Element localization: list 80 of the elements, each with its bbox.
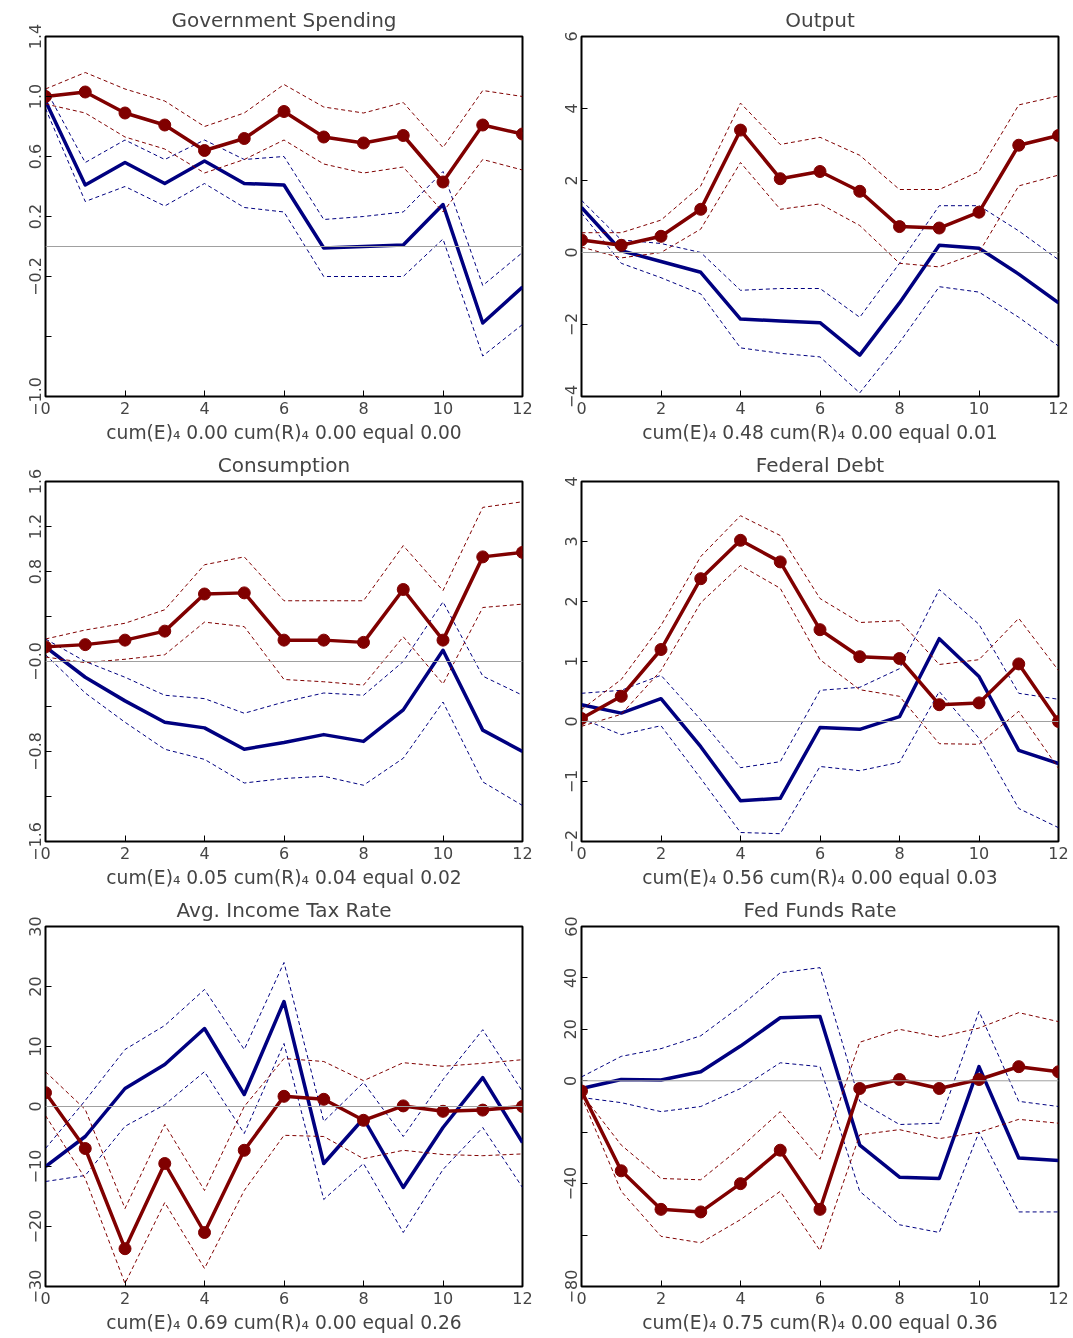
x-tick-label: 8 bbox=[894, 1288, 905, 1308]
y-tick-label: 20 bbox=[25, 976, 45, 997]
y-tick-label: 0 bbox=[561, 716, 581, 727]
y-tick-label: 1 bbox=[561, 656, 581, 667]
x-tick-label: 12 bbox=[512, 1288, 533, 1308]
chart-title: Consumption bbox=[217, 452, 351, 477]
x-tick-label: 8 bbox=[358, 398, 369, 418]
y-tick-label: 4 bbox=[561, 103, 581, 114]
x-tick-label: 4 bbox=[735, 398, 746, 418]
x-tick-label: 10 bbox=[968, 398, 990, 418]
y-tick-label: 10 bbox=[25, 1036, 45, 1057]
y-tick-label: 1.2 bbox=[25, 513, 45, 540]
y-tick-label: −0.8 bbox=[25, 732, 45, 771]
x-tick-label: 12 bbox=[1048, 843, 1069, 863]
x-tick-label: 10 bbox=[968, 1288, 990, 1308]
x-tick-label: 8 bbox=[894, 398, 905, 418]
x-tick-label: 6 bbox=[814, 1288, 826, 1308]
x-tick-label: 8 bbox=[894, 843, 905, 863]
y-tick-label: 20 bbox=[561, 1019, 581, 1040]
y-tick-label: 40 bbox=[561, 967, 581, 989]
x-tick-label: 4 bbox=[199, 1288, 210, 1308]
x-axis-title: cum(E)₄ 0.00 cum(R)₄ 0.00 equal 0.00 bbox=[106, 421, 462, 443]
y-tick-label: −2 bbox=[561, 312, 581, 337]
x-tick-label: 10 bbox=[432, 1288, 454, 1308]
y-tick-label: 0.2 bbox=[25, 203, 45, 230]
x-axis-title: cum(E)₄ 0.05 cum(R)₄ 0.04 equal 0.02 bbox=[106, 866, 462, 888]
y-tick-label: 0 bbox=[25, 1101, 45, 1112]
chart-title: Fed Funds Rate bbox=[743, 897, 897, 922]
y-tick-label: 0.6 bbox=[25, 143, 45, 170]
x-axis-title: cum(E)₄ 0.56 cum(R)₄ 0.00 equal 0.03 bbox=[642, 866, 998, 888]
y-tick-label: 0 bbox=[561, 247, 581, 258]
x-tick-label: 2 bbox=[119, 1288, 131, 1308]
x-axis-title: cum(E)₄ 0.48 cum(R)₄ 0.00 equal 0.01 bbox=[642, 421, 998, 443]
y-tick-label: 6 bbox=[561, 31, 581, 42]
x-tick-label: 12 bbox=[1048, 1288, 1069, 1308]
x-tick-label: 6 bbox=[278, 398, 290, 418]
x-tick-label: 12 bbox=[512, 843, 533, 863]
x-tick-label: 10 bbox=[432, 843, 454, 863]
x-tick-label: 4 bbox=[735, 1288, 746, 1308]
y-tick-label: 2 bbox=[561, 175, 581, 186]
x-tick-label: 12 bbox=[512, 398, 533, 418]
y-tick-label: 0 bbox=[561, 1075, 581, 1086]
x-tick-label: 10 bbox=[432, 398, 454, 418]
y-tick-label: −0.0 bbox=[25, 642, 45, 681]
y-tick-label: 1.0 bbox=[25, 83, 45, 110]
y-tick-label: 3 bbox=[561, 536, 581, 547]
x-tick-label: 8 bbox=[358, 843, 369, 863]
x-tick-label: 10 bbox=[968, 843, 990, 863]
y-tick-label: −10 bbox=[25, 1149, 45, 1184]
x-tick-label: 2 bbox=[655, 843, 667, 863]
y-tick-label: −1 bbox=[561, 769, 581, 794]
x-tick-label: 6 bbox=[814, 398, 826, 418]
x-axis-title: cum(E)₄ 0.75 cum(R)₄ 0.00 equal 0.36 bbox=[642, 1311, 998, 1333]
y-tick-label: −0.2 bbox=[25, 257, 45, 296]
chart-title: Output bbox=[785, 7, 855, 32]
chart-title: Avg. Income Tax Rate bbox=[176, 897, 392, 922]
x-tick-label: 8 bbox=[358, 1288, 369, 1308]
y-tick-label: 4 bbox=[561, 476, 581, 487]
x-tick-label: 6 bbox=[278, 843, 290, 863]
y-tick-label: 60 bbox=[561, 916, 581, 937]
x-tick-label: 2 bbox=[119, 843, 131, 863]
y-tick-label: 2 bbox=[561, 596, 581, 607]
x-tick-label: 6 bbox=[278, 1288, 290, 1308]
x-tick-label: 12 bbox=[1048, 398, 1069, 418]
y-tick-label: 1.4 bbox=[25, 23, 45, 50]
y-tick-label: 0.8 bbox=[25, 558, 45, 585]
y-tick-label: −40 bbox=[561, 1166, 581, 1201]
chart-title: Federal Debt bbox=[755, 452, 885, 477]
y-tick-label: 30 bbox=[25, 916, 45, 937]
x-tick-label: 6 bbox=[814, 843, 826, 863]
y-tick-label: 1.6 bbox=[25, 468, 45, 495]
x-tick-label: 4 bbox=[735, 843, 746, 863]
chart-title: Government Spending bbox=[171, 7, 397, 32]
x-tick-label: 4 bbox=[199, 398, 210, 418]
x-tick-label: 2 bbox=[119, 398, 131, 418]
y-tick-label: −20 bbox=[25, 1209, 45, 1244]
x-axis-title: cum(E)₄ 0.69 cum(R)₄ 0.00 equal 0.26 bbox=[106, 1311, 462, 1333]
x-tick-label: 2 bbox=[655, 398, 667, 418]
x-tick-label: 4 bbox=[199, 843, 210, 863]
x-tick-label: 2 bbox=[655, 1288, 667, 1308]
